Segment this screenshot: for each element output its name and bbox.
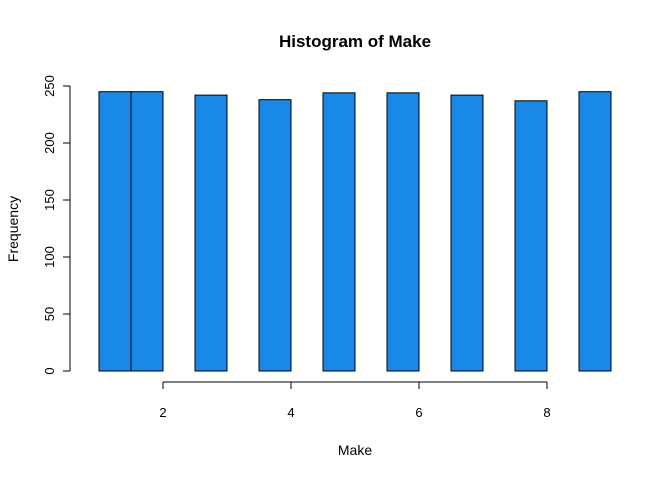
x-axis: 2 4 6 8 — [159, 381, 551, 420]
y-axis: 0 50 100 150 200 250 — [42, 75, 71, 375]
x-tick-label: 8 — [543, 405, 550, 420]
x-tick-label: 6 — [415, 405, 422, 420]
histogram-bar-8 — [514, 100, 548, 372]
histogram-bar-2 — [130, 91, 164, 372]
histogram-bar-5 — [322, 92, 356, 372]
y-tick-label: 200 — [42, 132, 57, 154]
x-tick-label: 4 — [287, 405, 294, 420]
x-axis-label: Make — [338, 442, 372, 458]
y-tick-label: 50 — [42, 307, 57, 321]
x-tick-label: 2 — [159, 405, 166, 420]
y-tick-label: 250 — [42, 75, 57, 97]
y-tick-label: 100 — [42, 246, 57, 268]
bars-group — [98, 91, 612, 372]
y-tick-label: 0 — [42, 367, 57, 374]
y-tick-label: 150 — [42, 189, 57, 211]
histogram-bar-9 — [578, 91, 612, 372]
histogram-bar-7 — [450, 94, 484, 372]
histogram-bar-1 — [98, 91, 132, 372]
histogram-bar-4 — [258, 99, 292, 372]
chart-title: Histogram of Make — [279, 32, 431, 51]
y-axis-label: Frequency — [5, 196, 21, 262]
histogram-bar-6 — [386, 92, 420, 372]
histogram-bar-3 — [194, 94, 228, 372]
